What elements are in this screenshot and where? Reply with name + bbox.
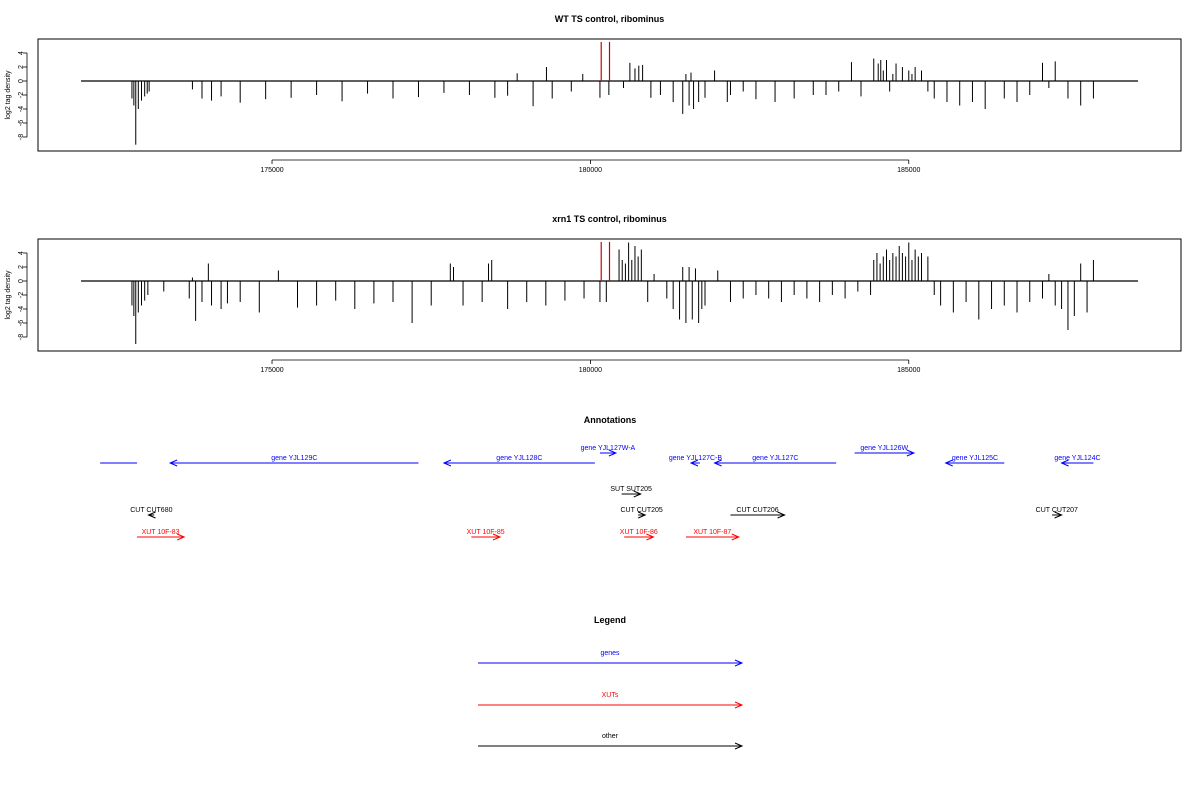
arrow-head (734, 742, 744, 750)
y-axis-label: log2 tag density (5, 70, 12, 120)
plot-title: xrn1 TS control, ribominus (552, 214, 667, 224)
legend-item: genes (478, 650, 744, 667)
arrow-head (147, 511, 156, 519)
legend-item: XUTs (478, 692, 744, 709)
arrow-head (442, 459, 452, 467)
arrow-head (734, 701, 744, 709)
y-tick-label: -2 (18, 292, 25, 298)
annotation-feature: XUT 10F-86 (620, 529, 658, 541)
annotation-feature: gene YJL127W-A (581, 445, 636, 457)
arrow-head (492, 533, 502, 541)
x-tick-label: 180000 (579, 167, 602, 174)
y-tick-label: -4 (18, 306, 25, 312)
y-tick-label: 4 (18, 251, 25, 255)
feature-label: gene YJL127C (752, 455, 798, 462)
y-tick-label: -8 (18, 134, 25, 140)
annotation-feature: gene YJL124C (1054, 455, 1101, 467)
arrow-head (689, 459, 699, 467)
arrow-head (633, 490, 642, 498)
arrow-head (731, 533, 741, 541)
annotation-feature: gene YJL128C (442, 455, 595, 467)
feature-label: gene YJL126W (860, 445, 908, 452)
feature-label: gene YJL125C (952, 455, 998, 462)
annotations-title: Annotations (584, 415, 637, 425)
legend-panel: Legend genes XUTs other (478, 615, 744, 750)
feature-label: gene YJL128C (496, 455, 542, 462)
arrow-head (608, 449, 618, 457)
annotation-feature: XUT 10F-87 (685, 529, 741, 541)
arrow-head (777, 511, 786, 519)
arrow-head (906, 449, 916, 457)
feature-label: CUT CUT206 (736, 507, 778, 514)
annotation-feature: gene YJL126W (854, 445, 916, 457)
y-tick-label: 0 (18, 79, 25, 83)
annotations-panel: Annotations gene YJL129C gene YJL128C gene … (100, 415, 1101, 541)
arrow-head (713, 459, 722, 467)
annotation-feature: CUT CUT680 (130, 507, 173, 519)
annotation-feature: gene YJL127C-B (669, 455, 723, 467)
plot-title: WT TS control, ribominus (555, 14, 665, 24)
annotation-feature: gene YJL127C (713, 455, 837, 467)
y-tick-label: 2 (18, 65, 25, 69)
arrow-head (168, 459, 178, 467)
feature-label: gene YJL124C (1054, 455, 1100, 462)
feature-label: CUT CUT207 (1036, 507, 1078, 514)
y-tick-label: 4 (18, 51, 25, 55)
plot-frame (37, 238, 1182, 352)
legend-title: Legend (594, 615, 626, 625)
feature-label: gene YJL129C (271, 455, 317, 462)
y-tick-label: -4 (18, 106, 25, 112)
arrow-head (1060, 459, 1069, 467)
y-tick-label: 2 (18, 265, 25, 269)
arrow-head (637, 511, 647, 519)
feature-label: XUT 10F-87 (693, 529, 731, 536)
annotation-feature: XUT 10F-83 (137, 529, 186, 541)
feature-label: XUT 10F-85 (467, 529, 505, 536)
feature-label: XUT 10F-83 (142, 529, 180, 536)
legend-item-label: genes (600, 650, 620, 657)
x-tick-label: 180000 (579, 367, 602, 374)
annotation-feature: XUT 10F-85 (467, 529, 505, 541)
y-axis-label: log2 tag density (5, 270, 12, 320)
y-tick-label: -6 (18, 120, 25, 126)
x-tick-label: 185000 (897, 167, 920, 174)
y-tick-label: -2 (18, 92, 25, 98)
arrow-head (1054, 511, 1063, 519)
feature-label: CUT CUT680 (130, 507, 172, 514)
plot-frame (37, 38, 1182, 152)
annotation-feature: CUT CUT206 (730, 507, 786, 519)
plot-panel-2: xrn1 TS control, ribominus 4 2 0 -2 -4 -6 -8 log… (5, 214, 1182, 374)
legend-item-label: other (602, 733, 619, 740)
feature-label: gene YJL127W-A (581, 445, 636, 452)
y-tick-label: -6 (18, 320, 25, 326)
x-tick-label: 175000 (260, 167, 283, 174)
annotation-feature: SUT SUT205 (610, 486, 652, 498)
annotation-feature: gene YJL129C (168, 455, 419, 467)
arrow-head (646, 533, 655, 541)
y-tick-label: -8 (18, 334, 25, 340)
plot-panel-1: WT TS control, ribominus 4 2 0 -2 -4 -6 -8 log2 … (5, 14, 1182, 174)
arrow-head (944, 459, 953, 467)
arrow-head (176, 533, 186, 541)
feature-label: XUT 10F-86 (620, 529, 658, 536)
legend-item: other (478, 733, 744, 750)
arrow-head (734, 659, 744, 667)
x-tick-label: 175000 (260, 367, 283, 374)
x-tick-label: 185000 (897, 367, 920, 374)
annotation-feature: CUT CUT207 (1036, 507, 1078, 519)
annotation-feature: gene YJL125C (944, 455, 1005, 467)
legend-item-label: XUTs (602, 692, 619, 699)
y-tick-label: 0 (18, 279, 25, 283)
feature-label: gene YJL127C-B (669, 455, 723, 462)
annotation-feature: CUT CUT205 (621, 507, 663, 519)
feature-label: SUT SUT205 (610, 486, 652, 493)
feature-label: CUT CUT205 (621, 507, 663, 514)
